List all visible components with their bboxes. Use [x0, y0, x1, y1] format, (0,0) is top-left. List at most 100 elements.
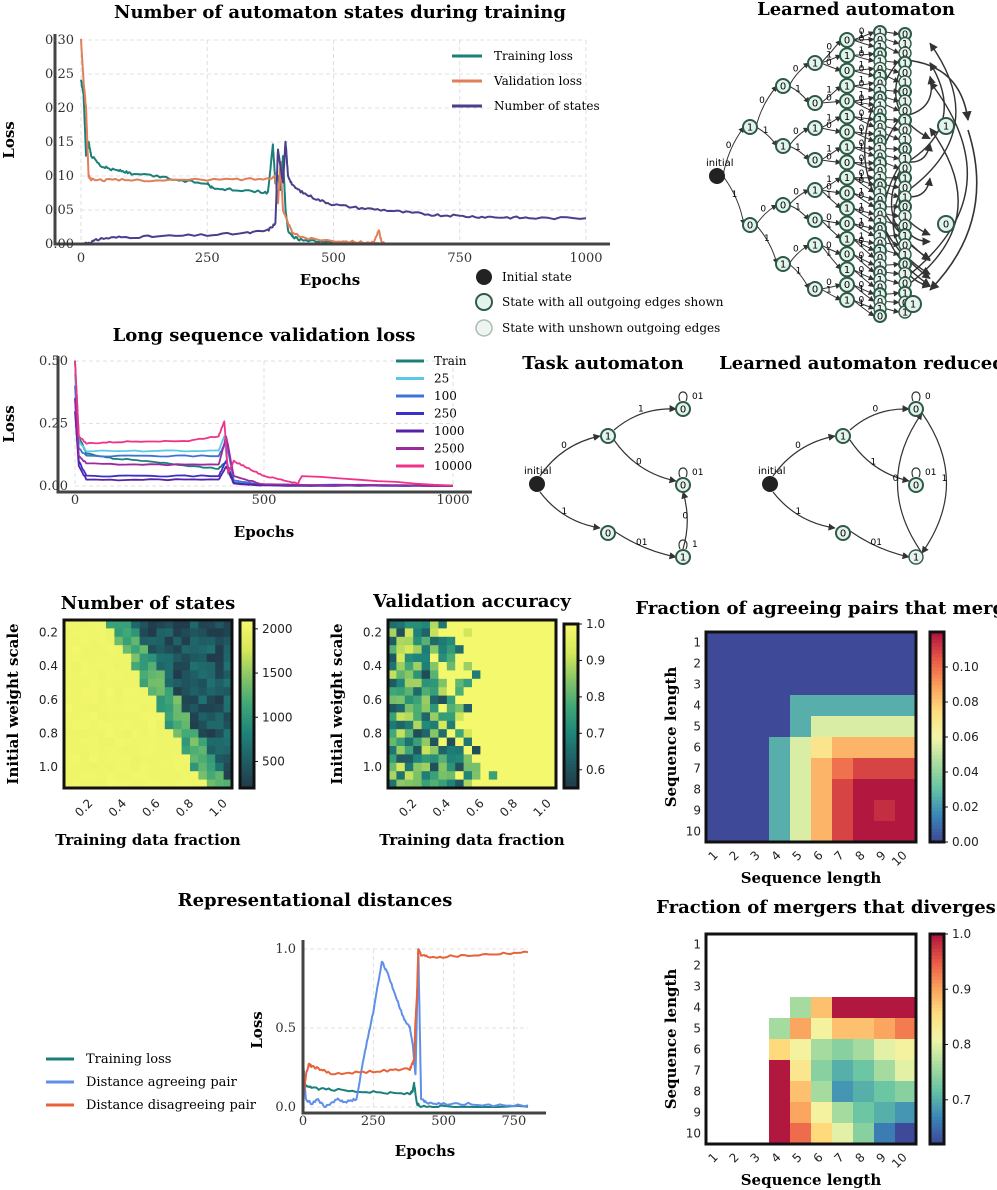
heatmap-cell: [472, 754, 481, 764]
heatmap-cell: [438, 670, 448, 680]
panel-title: Learned automaton reduced: [719, 353, 997, 374]
heatmap-cell: [148, 729, 157, 738]
heatmap-cell: [215, 737, 224, 747]
x-tick-label: 9: [873, 848, 888, 863]
heatmap-cell: [114, 628, 124, 638]
heatmap-cell: [895, 1102, 917, 1124]
colorbar-segment: [240, 740, 254, 744]
y-tick-label: 0.4: [363, 659, 382, 673]
heatmap-cell: [148, 620, 157, 629]
colorbar-segment: [930, 796, 944, 801]
colorbar-segment: [240, 706, 254, 711]
transition-edge: [921, 412, 947, 554]
heatmap-cell: [488, 670, 498, 680]
heatmap-cell: [396, 620, 406, 629]
heatmap-cell: [874, 695, 896, 717]
colorbar-segment: [564, 678, 578, 682]
edge-label: 1: [859, 202, 865, 212]
edge-label: 0: [759, 96, 765, 106]
colorbar-segment: [930, 1056, 944, 1061]
heatmap-cell: [72, 746, 82, 755]
heatmap-cell: [547, 754, 557, 764]
state-label: 1: [943, 122, 949, 133]
heatmap-cell: [164, 779, 174, 789]
heatmap-cell: [472, 645, 481, 654]
heatmap-cell: [488, 712, 498, 722]
heatmap-cell: [522, 720, 532, 730]
heatmap-cell: [122, 653, 132, 663]
heatmap-cell: [64, 636, 73, 646]
heatmap-cell: [769, 632, 791, 654]
heatmap-cell: [895, 737, 917, 759]
x-tick-label: 7: [831, 848, 846, 863]
transition-edge: [755, 224, 779, 265]
colorbar-segment: [240, 768, 254, 772]
heatmap-cell: [438, 762, 448, 772]
colorbar-segment: [240, 698, 254, 702]
heatmap-cell: [190, 678, 199, 688]
heatmap-cell: [811, 1081, 833, 1103]
heatmap-cell: [72, 687, 82, 696]
heatmap-cell: [89, 737, 98, 747]
heatmap-cell: [164, 678, 174, 688]
colorbar-segment: [930, 941, 944, 946]
heatmap-cell: [148, 678, 157, 688]
heatmap-cell: [173, 720, 182, 730]
heatmap-cell: [522, 771, 532, 780]
heatmap-cell: [769, 653, 791, 675]
heatmap-cell: [438, 712, 448, 722]
heatmap-cell: [463, 628, 473, 638]
colorbar-segment: [930, 635, 944, 640]
heatmap-cell: [438, 737, 448, 747]
series-line: [74, 411, 454, 487]
heatmap-cell: [530, 620, 540, 629]
heatmap-cell: [463, 754, 473, 764]
heatmap-cell: [727, 800, 749, 822]
state-node: [908, 477, 924, 493]
colorbar-segment: [930, 1126, 944, 1131]
heatmap-cell: [811, 1039, 833, 1061]
heatmap-cell: [89, 779, 98, 789]
edge-label: 0: [682, 512, 688, 522]
heatmap-cell: [488, 653, 498, 663]
heatmap-cell: [413, 737, 422, 747]
heatmap-cell: [156, 762, 166, 772]
heatmap-cell: [832, 653, 854, 675]
x-tick-label: 500: [431, 1114, 456, 1129]
heatmap-cell: [530, 653, 540, 663]
heatmap-cell: [430, 678, 439, 688]
heatmap-cell: [455, 729, 464, 738]
heatmap-cell: [421, 636, 431, 646]
transition-edge: [755, 204, 778, 226]
heatmap-cell: [455, 653, 464, 663]
colorbar-segment: [930, 983, 944, 988]
heatmap-cell: [455, 704, 464, 713]
colorbar-segment: [564, 651, 578, 655]
state-node: [807, 95, 823, 111]
colorbar-segment: [564, 777, 578, 781]
colorbar-segment: [930, 649, 944, 654]
state-label: 0: [902, 49, 908, 60]
x-tick-label: 1.0: [207, 796, 230, 819]
legend-label: Number of states: [494, 99, 600, 113]
colorbar-segment: [240, 760, 254, 764]
heatmap-cell: [413, 729, 422, 738]
x-tick-label: 8: [852, 848, 867, 863]
heatmap-cell: [874, 674, 896, 696]
heatmap-cell: [131, 729, 140, 738]
state-label: 1: [812, 241, 818, 252]
heatmap-cell: [156, 662, 166, 671]
heatmap-cell: [706, 821, 728, 843]
edge-label: 01: [636, 538, 647, 548]
heatmap-cell: [472, 670, 481, 680]
heatmap-cell: [727, 779, 749, 801]
colorbar-segment: [930, 1035, 944, 1040]
heatmap-cell: [488, 746, 498, 755]
state-node: [839, 62, 855, 79]
state-label: 0: [780, 201, 786, 212]
heatmap-cell: [430, 771, 439, 780]
heatmap-cell: [131, 754, 140, 764]
state-node: [807, 237, 823, 253]
heatmap-cell: [388, 729, 397, 738]
heatmap-cell: [895, 758, 917, 780]
